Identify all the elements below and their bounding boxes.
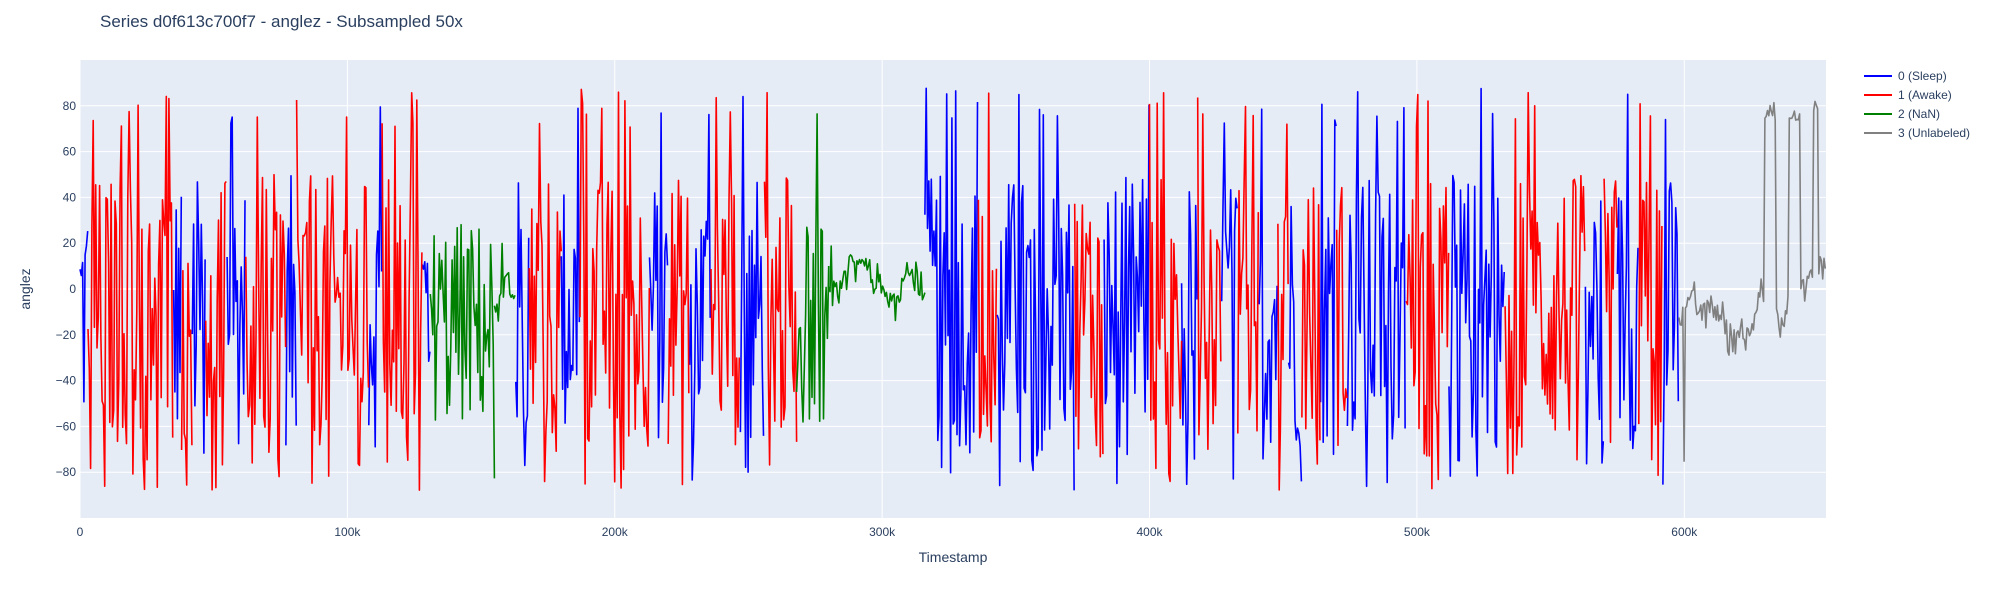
series-line-1 [1148,92,1183,483]
series-line-0 [1258,108,1278,460]
series-line-1 [667,179,690,486]
series-line-1 [1504,91,1586,475]
series-line-0 [924,87,979,474]
y-tick-label: −60 [56,419,77,433]
series-line-0 [1662,118,1680,485]
series-line-0 [996,93,1075,491]
y-tick-label: 60 [63,145,77,159]
series-line-1 [1405,93,1450,490]
series-line-1 [763,91,798,466]
y-tick-label: 0 [69,282,76,296]
series-line-1 [1335,186,1348,447]
series-line-1 [1196,97,1222,451]
legend-swatch [1864,74,1892,77]
y-tick-label: 40 [63,190,77,204]
series-line-0 [1103,104,1150,485]
series-line-0 [688,113,711,481]
legend-label: 2 (NaN) [1898,106,1941,121]
tick-labels: −80 −60 −40 −20 0 20 40 60 80 0 100k 200k 300k 400k 50… [56,99,1699,539]
series-line-0 [1448,87,1505,477]
chart-title: Series d0f613c700f7 - anglez - Subsample… [100,12,463,31]
x-tick-label: 600k [1671,525,1698,539]
legend-label: 0 (Sleep) [1898,68,1947,83]
series-line-2 [827,245,926,322]
legend-item[interactable]: 1 (Awake) [1864,85,1970,104]
series-line-0 [1180,191,1198,486]
series-line-0 [421,260,431,363]
series-line-1 [528,122,563,483]
x-tick-label: 400k [1137,525,1164,539]
series-line-1 [1301,187,1321,465]
series-line-1 [1073,203,1104,458]
series-line-1 [977,92,998,443]
series-line-1 [381,92,423,491]
series-line-0 [285,175,297,446]
series-line-1 [180,262,193,486]
series-line-0 [79,231,89,403]
legend-item[interactable]: 2 (NaN) [1864,104,1970,123]
series-line-0 [515,182,530,467]
series-line-0 [368,106,383,448]
series-line-2 [493,242,516,322]
series-traces [79,87,1827,491]
y-tick-label: 80 [63,99,77,113]
legend-item[interactable]: 0 (Sleep) [1864,66,1970,85]
series-line-1 [1603,178,1618,444]
legend-label: 3 (Unlabeled) [1898,125,1971,140]
x-tick-label: 500k [1404,525,1431,539]
x-tick-label: 300k [869,525,896,539]
y-tick-label: −40 [56,374,77,388]
series-line-2 [795,113,830,423]
y-axis-title: anglez [17,268,33,309]
legend-label: 1 (Awake) [1898,87,1952,102]
series-line-0 [191,181,206,454]
x-tick-label: 100k [334,525,361,539]
series-line-1 [204,180,227,491]
series-line-1 [710,96,741,446]
series-line-1 [1277,123,1289,491]
x-tick-label: 200k [602,525,629,539]
legend-swatch [1864,112,1892,115]
series-line-0 [226,116,246,445]
series-line-0 [1220,122,1238,480]
series-line-0 [1287,205,1303,482]
y-tick-label: −80 [56,465,77,479]
series-line-0 [1584,200,1605,465]
series-line-0 [739,95,765,473]
series-line-0 [172,196,183,420]
series-line-1 [1638,103,1663,477]
series-line-1 [295,99,370,484]
y-tick-label: 20 [63,236,77,250]
series-line-3 [1678,100,1827,462]
x-tick-label: 0 [77,525,84,539]
series-line-2 [429,223,496,479]
series-line-1 [579,88,651,489]
series-line-1 [1237,105,1260,434]
legend[interactable]: 0 (Sleep) 1 (Awake) 2 (NaN) 3 (Unlabeled) [1864,66,1970,142]
series-line-1 [87,95,174,491]
series-line-0 [1616,93,1639,450]
series-line-0 [1346,91,1406,488]
x-axis-title: Timestamp [919,549,988,565]
series-line-0 [1319,103,1337,456]
legend-swatch [1864,131,1892,134]
legend-item[interactable]: 3 (Unlabeled) [1864,123,1970,142]
series-line-1 [245,116,287,478]
series-line-0 [648,112,669,439]
legend-swatch [1864,93,1892,96]
y-tick-label: −20 [56,328,77,342]
series-line-0 [560,107,581,424]
